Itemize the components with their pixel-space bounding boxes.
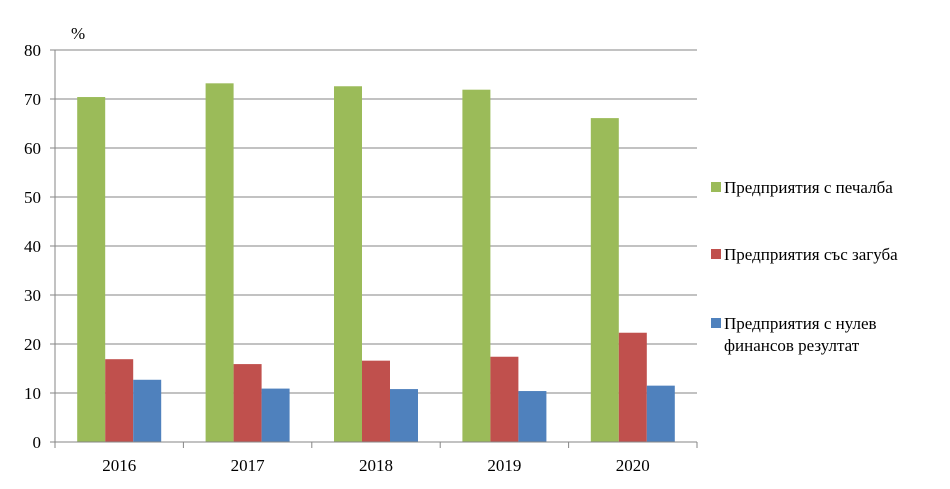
y-tick-labels: 0 10 20 30 40 50 60 70 80: [24, 41, 41, 452]
y-unit-label: %: [71, 24, 85, 43]
legend-label: финансов резултат: [724, 336, 860, 355]
y-tick-label: 30: [24, 286, 41, 305]
y-tick-label: 70: [24, 90, 41, 109]
x-tick-labels: 2016 2017 2018 2019 2020: [102, 456, 650, 475]
gridlines: [55, 49, 697, 394]
x-tick-label: 2016: [102, 456, 136, 475]
legend-swatch: [711, 318, 721, 328]
y-tick-label: 40: [24, 237, 41, 256]
bar: [334, 86, 362, 442]
bar: [133, 379, 162, 442]
bar: [646, 385, 675, 442]
axes: [50, 49, 698, 448]
bar: [462, 89, 491, 442]
bar: [362, 360, 390, 442]
legend-swatch: [711, 249, 721, 259]
bars: [77, 83, 675, 443]
bar: [490, 356, 519, 442]
bar: [518, 391, 547, 442]
legend-label: Предприятия със загуба: [724, 245, 898, 264]
bar: [390, 389, 418, 442]
y-tick-label: 50: [24, 188, 41, 207]
x-tick-label: 2019: [487, 456, 521, 475]
bar: [77, 97, 106, 442]
y-tick-label: 0: [33, 433, 42, 452]
y-tick-label: 60: [24, 139, 41, 158]
bar: [205, 83, 234, 442]
bar: [105, 359, 134, 442]
legend-swatch: [711, 182, 721, 192]
y-tick-label: 20: [24, 335, 41, 354]
y-tick-label: 80: [24, 41, 41, 60]
legend-label: Предприятия с печалба: [724, 178, 893, 197]
bar: [261, 388, 290, 442]
x-tick-label: 2017: [231, 456, 266, 475]
legend: Предприятия с печалба Предприятия със заг…: [711, 178, 898, 355]
bar: [618, 332, 647, 442]
x-tick-label: 2020: [616, 456, 650, 475]
bar: [233, 364, 262, 442]
legend-label: Предприятия с нулев: [724, 314, 877, 333]
x-tick-label: 2018: [359, 456, 393, 475]
bar: [590, 118, 619, 443]
y-tick-label: 10: [24, 384, 41, 403]
